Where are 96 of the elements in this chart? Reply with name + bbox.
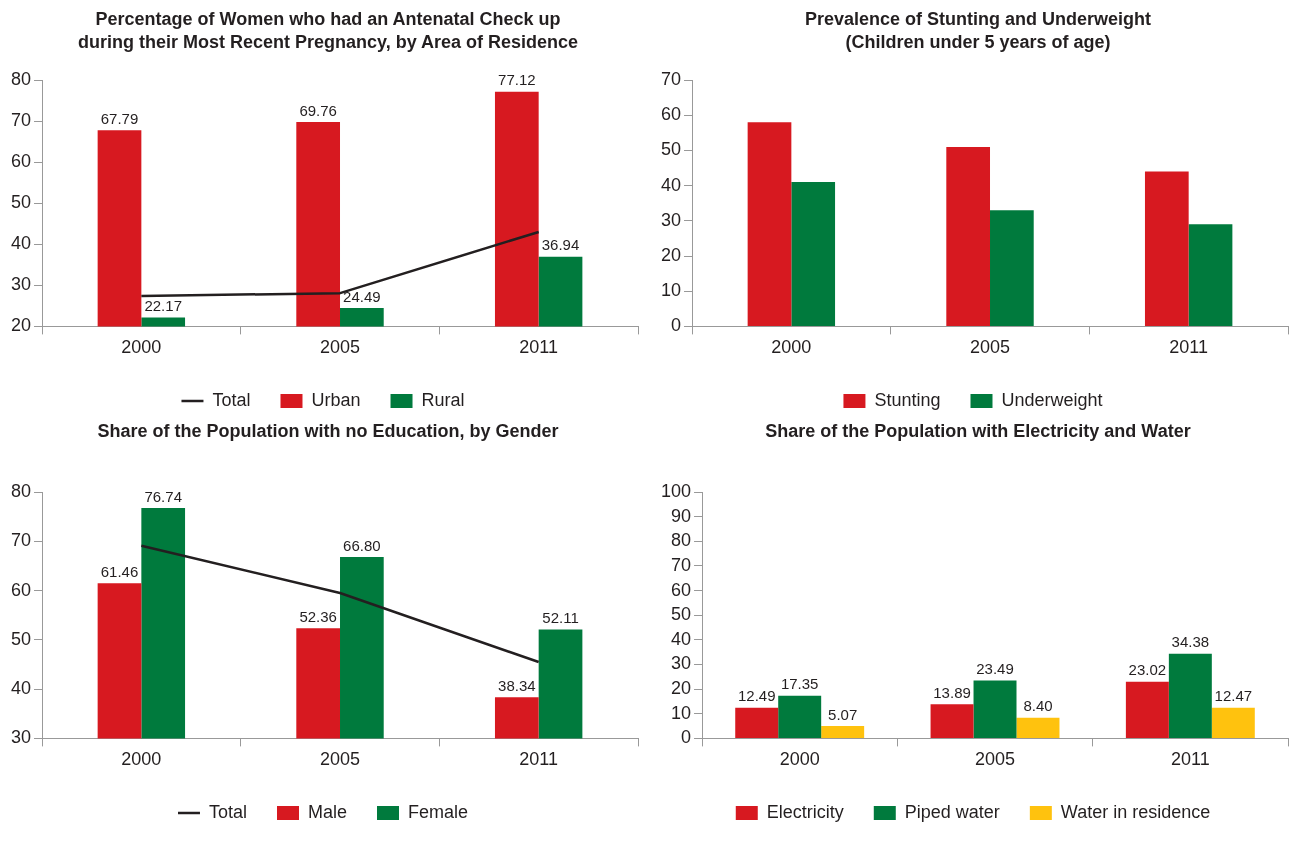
- y-tick-label: 70: [10, 530, 32, 551]
- bar: [791, 182, 836, 326]
- x-tick-label: 2011: [519, 749, 559, 770]
- y-tick-label: 90: [671, 505, 692, 526]
- data-label: 52.11: [542, 609, 579, 627]
- y-tick-label: 50: [10, 192, 32, 213]
- data-label: 66.80: [343, 536, 381, 554]
- y-tick-label: 60: [671, 579, 692, 600]
- y-tick-label: 50: [10, 628, 32, 649]
- x-tick-label: 2000: [121, 749, 162, 770]
- data-label: 77.12: [498, 71, 536, 89]
- y-tick-label: 60: [10, 579, 32, 600]
- y-tick-label: 60: [660, 104, 682, 125]
- y-tick-label: 80: [671, 530, 692, 551]
- y-tick-label: 30: [671, 653, 692, 674]
- bar: [973, 680, 1017, 738]
- data-label: 38.34: [498, 676, 536, 694]
- bar: [821, 725, 865, 738]
- data-label: 24.49: [343, 287, 381, 305]
- x-tick-label: 2005: [974, 749, 1016, 770]
- y-tick-label: 60: [10, 151, 32, 172]
- x-tick-label: 2000: [121, 337, 162, 358]
- y-tick-label: 20: [660, 244, 682, 265]
- data-label: 67.79: [100, 109, 139, 127]
- bar: [990, 210, 1034, 326]
- y-tick-label: 30: [10, 727, 32, 748]
- legend-label: Male: [307, 801, 348, 822]
- chart-subtitle: (Children under 5 years of age): [844, 31, 1112, 54]
- data-label: 12.47: [1214, 687, 1253, 705]
- y-tick-label: 10: [660, 280, 682, 301]
- chart-title: Prevalence of Stunting and Underweight: [803, 8, 1152, 31]
- legend-label: Stunting: [874, 389, 941, 410]
- y-tick-label: 40: [671, 628, 692, 649]
- legend-label: Rural: [421, 389, 465, 410]
- data-label: 34.38: [1171, 633, 1210, 651]
- x-tick-label: 2005: [969, 337, 1011, 358]
- data-label: 36.94: [541, 236, 580, 254]
- bar: [1016, 717, 1060, 738]
- legend-label: Electricity: [766, 801, 844, 822]
- y-tick-label: 100: [660, 480, 692, 501]
- data-label: 12.49: [737, 687, 776, 705]
- x-tick-label: 2011: [519, 337, 559, 358]
- y-tick-label: 40: [660, 174, 682, 195]
- x-tick-label: 2011: [1169, 337, 1209, 358]
- data-label: 52.36: [299, 607, 337, 625]
- x-tick-label: 2000: [771, 337, 812, 358]
- legend-label: Underweight: [1001, 389, 1103, 410]
- legend-label: Female: [408, 801, 469, 822]
- x-tick-label: 2000: [779, 749, 820, 770]
- x-tick-label: 2005: [319, 337, 361, 358]
- y-tick-label: 20: [10, 315, 32, 336]
- y-tick-label: 70: [660, 68, 682, 89]
- data-label: 61.46: [100, 563, 139, 581]
- x-tick-label: 2011: [1170, 749, 1210, 770]
- y-tick-label: 10: [671, 702, 692, 723]
- legend-label: Total: [212, 389, 251, 410]
- x-tick-label: 2005: [319, 749, 361, 770]
- bar: [778, 695, 822, 738]
- y-tick-label: 70: [671, 554, 692, 575]
- y-tick-label: 30: [10, 274, 32, 295]
- data-label: 76.74: [144, 487, 182, 505]
- legend-label: Total: [208, 801, 247, 822]
- y-tick-label: 20: [671, 678, 692, 699]
- bar: [1144, 171, 1189, 326]
- y-tick-label: 80: [10, 68, 32, 89]
- y-tick-label: 50: [671, 604, 692, 625]
- bar: [1168, 653, 1212, 738]
- bar: [1125, 681, 1169, 738]
- bar: [1211, 707, 1255, 738]
- y-tick-label: 40: [10, 678, 32, 699]
- legend-label: Piped water: [904, 801, 1000, 822]
- y-tick-label: 40: [10, 233, 32, 254]
- y-tick-label: 50: [660, 139, 682, 160]
- chart-title: Share of the Population with Electricity and Water: [764, 420, 1192, 443]
- data-label: 23.49: [976, 660, 1014, 678]
- data-label: 17.35: [780, 675, 819, 693]
- data-label: 69.76: [299, 101, 337, 119]
- y-tick-label: 70: [10, 110, 32, 131]
- y-tick-label: 0: [681, 727, 692, 748]
- data-label: 22.17: [144, 297, 182, 315]
- data-label: 13.89: [933, 683, 971, 701]
- y-tick-label: 30: [660, 209, 682, 230]
- chart-title: Percentage of Women who had an Antenatal Check up during their Most Recent Pregnancy, by Area of Residence: [76, 8, 580, 54]
- bar: [735, 707, 779, 738]
- y-tick-label: 0: [671, 315, 682, 336]
- bar: [946, 146, 991, 326]
- bar: [930, 704, 974, 738]
- data-label: 5.07: [828, 705, 858, 723]
- bar: [747, 122, 792, 326]
- data-label: 23.02: [1128, 661, 1167, 679]
- legend-label: Urban: [311, 389, 361, 410]
- chart-title: Share of the Population with no Education, by Gender: [96, 420, 560, 443]
- data-label: 8.40: [1023, 697, 1053, 715]
- bar: [1188, 224, 1233, 326]
- y-tick-label: 80: [10, 480, 32, 501]
- legend-label: Water in residence: [1060, 801, 1211, 822]
